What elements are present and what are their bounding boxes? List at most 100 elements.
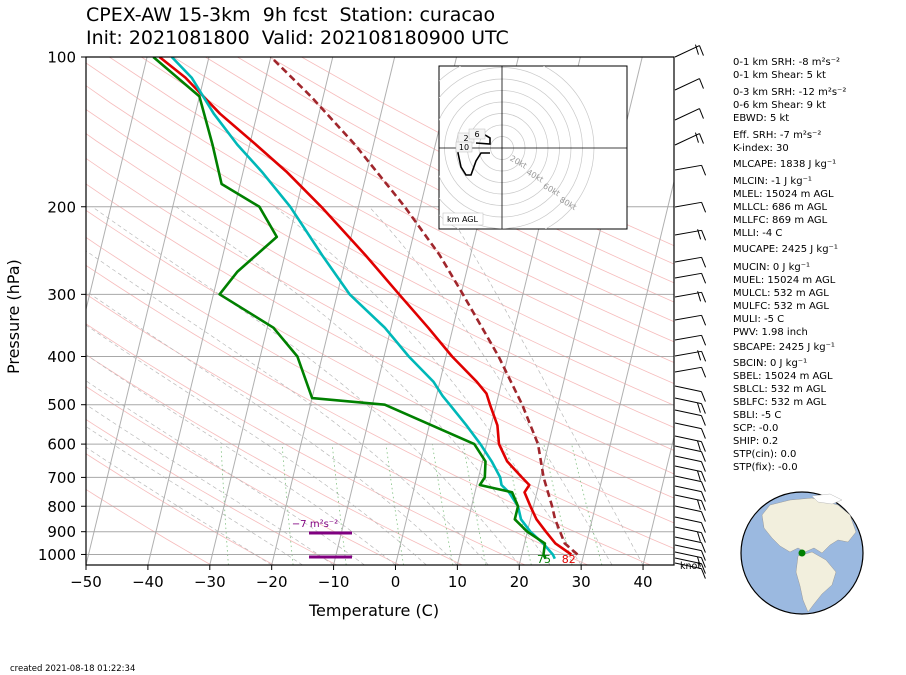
mixing-ratio-line [220,444,229,565]
wind-barb [674,409,706,426]
profile-line-1 [170,57,556,560]
chart-annotation: 82 [562,553,576,566]
sounding-index-line: STP(cin): 0.0 [733,449,797,460]
chart-annotations: 75 82 −7 m²s⁻² [292,519,576,566]
x-tick-label: 10 [448,573,467,591]
x-tick-label: −50 [70,573,102,591]
barb-flag [700,481,706,492]
barb-staff [674,78,700,91]
created-timestamp: created 2021-08-18 01:22:34 [10,664,136,674]
barb-flag [700,471,706,482]
wind-barb [674,494,706,511]
barb-flag [700,522,706,533]
dry-adiabat [86,453,275,565]
barb-flag [699,78,704,89]
sounding-index-line: 0-1 km SRH: -8 m²s⁻² [733,57,840,68]
barb-staff [674,551,702,559]
sounding-index-line: 0-6 km Shear: 9 kt [733,100,826,111]
sounding-index-line: STP(fix): -0.0 [733,462,798,473]
barb-flag [697,229,702,240]
barb-flag [700,451,706,462]
y-tick-label: 600 [47,436,76,454]
barb-staff [674,366,702,373]
hodograph-legend: km AGL [447,215,479,224]
plot-frame [85,56,675,566]
barb-flag [700,403,706,414]
sounding-index-line: SCP: -0.0 [733,423,779,434]
x-tick-label: −30 [194,573,226,591]
moist-adiabat [86,250,489,565]
hodograph-height-label: 10 [459,143,469,152]
moist-adiabat [274,206,582,565]
barb-flag [696,556,701,567]
wind-barb [674,164,707,176]
sounding-index-line: MULCL: 532 m AGL [733,288,829,299]
dry-adiabat [86,133,674,451]
barb-staff [674,557,702,565]
wind-barb [674,562,706,579]
barb-staff [674,516,702,524]
wind-barb [674,291,707,303]
wind-barb [674,350,707,362]
sounding-index-line: SBEL: 15024 m AGL [733,371,833,382]
chart-annotation: 75 [537,553,551,566]
barb-flag [700,461,706,472]
moist-adiabat [86,354,396,565]
barb-staff [674,314,702,321]
barb-staff [674,465,702,473]
barb-staff [674,350,702,357]
barb-staff [674,133,700,146]
station-marker [798,549,806,557]
wind-barb [674,314,707,326]
wind-barb [674,505,706,522]
barb-flag [701,165,707,176]
sounding-index-line: 0-1 km Shear: 5 kt [733,70,826,81]
wind-barb [674,516,706,533]
sounding-index-line: PWV: 1.98 inch [733,327,808,338]
y-tick-label: 400 [47,348,76,366]
barb-flag [697,350,702,361]
barb-flag [701,335,707,346]
barb-flag [700,391,706,402]
dry-adiabat [86,183,674,499]
wind-barb [674,44,704,58]
sounding-index-line: MULI: -5 C [733,314,785,325]
barb-staff [674,397,702,405]
sounding-index-line: MULFC: 532 m AGL [733,301,829,312]
dry-adiabat [86,209,674,524]
barb-staff [674,485,702,493]
moist-adiabat [86,324,427,565]
barb-staff [674,475,702,483]
barb-staff [674,256,702,263]
wind-barb [674,544,706,561]
wind-barb [674,397,706,414]
sounding-index-line: MLLI: -4 C [733,228,783,239]
dry-adiabat [86,264,651,565]
barb-staff [674,455,702,463]
y-tick-label: 100 [47,49,76,67]
wind-barb [674,485,706,502]
barb-staff [674,45,700,58]
sounding-index-line: MUCAPE: 2425 J kg⁻¹ [733,244,838,255]
chart-title-line1: CPEX-AW 15-3km 9h fcst Station: curacao [86,4,496,26]
sounding-index-line: MLCIN: -1 J kg⁻¹ [733,176,812,187]
y-tick-label: 1000 [38,546,76,564]
globe-land-south-america [795,551,837,613]
barb-flag [696,470,701,481]
wind-barb [674,229,707,241]
sounding-index-line: MUEL: 15024 m AGL [733,275,836,286]
sounding-index-line: SBLCL: 532 m AGL [733,384,827,395]
moist-adiabat [86,446,272,565]
barb-flag [694,132,699,143]
barb-flag [701,315,707,326]
profile-line-0 [158,57,573,556]
dry-adiabat [86,293,588,565]
barb-staff [674,505,702,513]
moist-adiabat [86,404,334,565]
barb-flag [700,542,706,553]
barb-staff [674,445,702,453]
barb-flag [694,44,699,55]
sounding-index-line: MUCIN: 0 J kg⁻¹ [733,262,811,273]
sounding-index-line: MLLCL: 686 m AGL [733,202,828,213]
background-reference-lines [86,57,674,565]
